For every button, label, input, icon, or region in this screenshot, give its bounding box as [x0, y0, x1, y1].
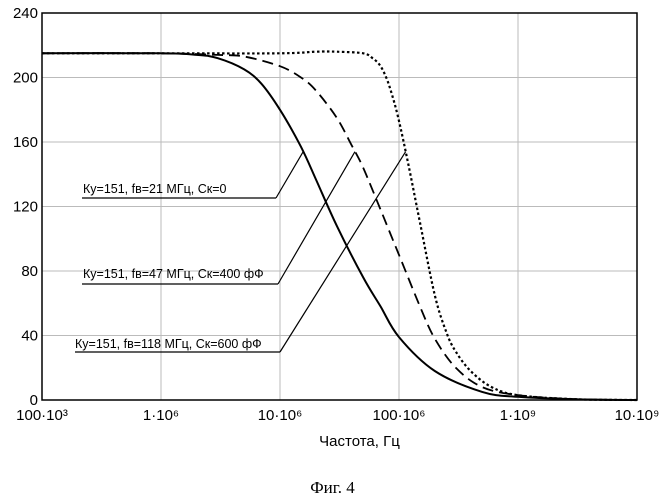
y-tick-labels: 04080120160200240: [13, 5, 38, 409]
figure-caption: Фиг. 4: [0, 478, 665, 498]
annotation-leader-line: [278, 152, 355, 284]
x-tick-label: 100·10³: [16, 407, 68, 424]
x-axis-label: Частота, Гц: [319, 433, 400, 450]
annotation-label: Ку=151, fв=47 МГц, Ск=400 фФ: [83, 267, 264, 281]
annotation-label: Ку=151, fв=21 МГц, Ск=0: [83, 182, 227, 196]
x-tick-label: 10·10⁹: [615, 407, 660, 424]
y-tick-label: 80: [21, 263, 38, 280]
x-tick-label: 100·10⁶: [373, 407, 426, 424]
y-tick-label: 40: [21, 328, 38, 345]
y-tick-label: 160: [13, 134, 38, 151]
y-tick-label: 120: [13, 199, 38, 216]
y-tick-label: 240: [13, 5, 38, 22]
y-tick-label: 200: [13, 70, 38, 87]
x-tick-labels: 100·10³ 1·10⁶ 10·10⁶ 100·10⁶ 1·10⁹ 10·10⁹: [16, 407, 659, 424]
frequency-response-chart: 04080120160200240 100·10³1·10⁶10·10⁶100·…: [0, 0, 665, 500]
x-tick-label: 1·10⁶: [143, 407, 179, 424]
annotation-label: Ку=151, fв=118 МГц, Ск=600 фФ: [75, 337, 262, 351]
curve-annotations: Ку=151, fв=21 МГц, Ск=0 Ку=151, fв=47 МГц…: [75, 152, 406, 352]
annotation-leader-line: [280, 152, 406, 352]
x-tick-label: 1·10⁹: [500, 407, 536, 424]
x-tick-label: 10·10⁶: [258, 407, 303, 424]
